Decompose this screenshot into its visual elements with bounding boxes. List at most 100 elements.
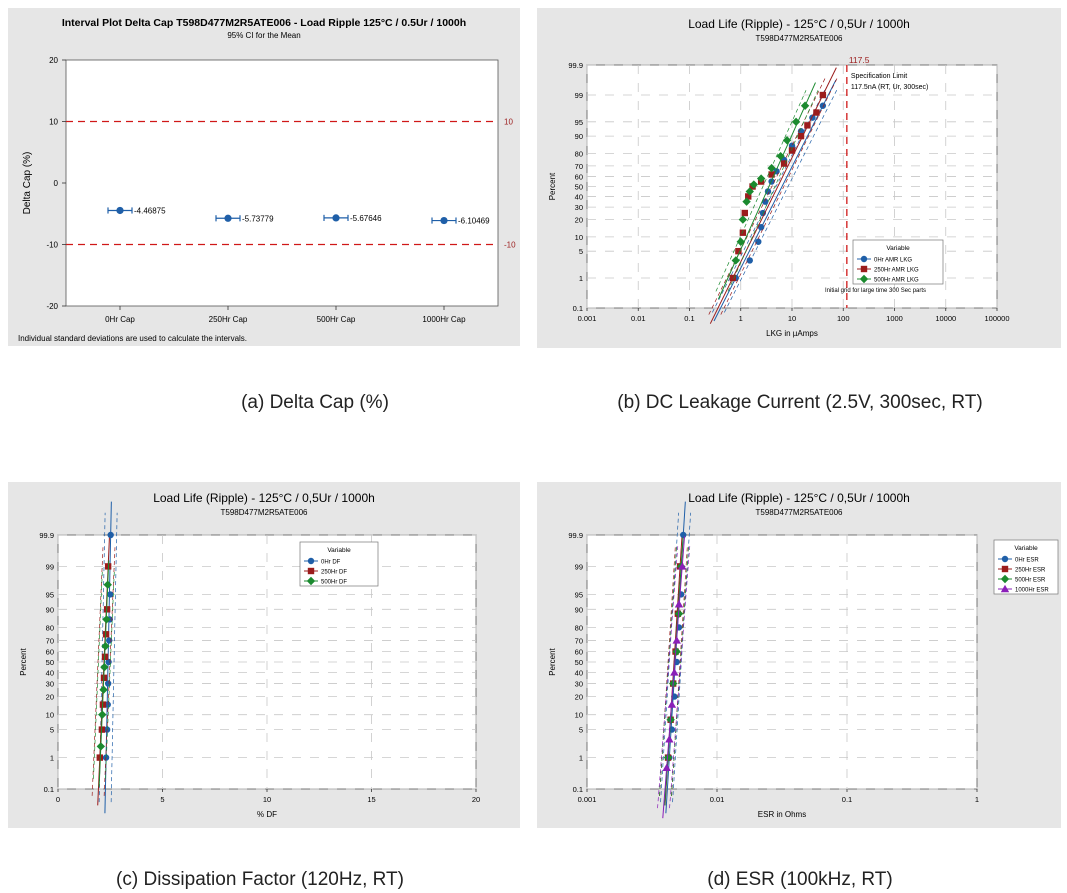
y-tick-label: 40	[575, 192, 583, 201]
ci-line	[727, 90, 819, 292]
chart-panel-c: Load Life (Ripple) - 125°C / 0,5Ur / 100…	[8, 482, 520, 828]
data-point	[736, 237, 745, 246]
y-tick-label: 80	[46, 623, 54, 632]
data-point	[797, 132, 805, 140]
ci-line	[105, 568, 115, 779]
x-tick-label: 0.01	[710, 795, 725, 804]
y-axis-label: Percent	[19, 647, 28, 675]
y-tick-label: 10	[575, 233, 583, 242]
legend-marker	[860, 255, 868, 263]
interval-plot-delta-cap: Interval Plot Delta Cap T598D477M2R5ATE0…	[18, 17, 516, 343]
y-tick-label: 5	[579, 247, 583, 256]
data-point	[107, 531, 114, 539]
x-tick-label: 0Hr Cap	[105, 315, 135, 324]
legend	[852, 239, 944, 285]
chart-title: Interval Plot Delta Cap T598D477M2R5ATE0…	[62, 17, 466, 29]
ci-line	[669, 546, 691, 809]
probability-plot-df: Load Life (Ripple) - 125°C / 0,5Ur / 100…	[19, 491, 480, 819]
x-tick-label: 20	[472, 795, 480, 804]
data-point	[780, 160, 788, 167]
y-tick-label: 20	[49, 56, 58, 65]
data-point	[102, 615, 111, 624]
y-tick-label: 99.9	[39, 531, 54, 540]
ci-line	[660, 512, 679, 803]
legend-marker	[1000, 574, 1010, 584]
data-point	[104, 680, 112, 687]
y-tick-label: 0.1	[44, 785, 54, 794]
chart-subtitle: T598D477M2R5ATE006	[220, 508, 308, 517]
y-tick-label: 40	[46, 668, 54, 677]
series-1000hr-esr	[657, 536, 691, 819]
caption-c: (c) Dissipation Factor (120Hz, RT)	[116, 869, 404, 890]
y-tick-label: 5	[579, 726, 583, 735]
data-point	[96, 754, 103, 761]
spec-limit-value: 117.5	[849, 55, 870, 65]
data-point	[762, 198, 769, 205]
data-point	[804, 122, 811, 129]
y-tick-label: -10	[46, 241, 58, 250]
ci-line	[98, 512, 106, 803]
y-tick-label: 20	[575, 693, 583, 702]
data-point	[103, 580, 112, 589]
legend-label: 500Hr AMR LKG	[874, 278, 919, 284]
y-tick-label: 70	[575, 162, 583, 171]
ci-line	[110, 512, 118, 803]
mean-label: -6.10469	[458, 217, 490, 226]
data-point	[107, 591, 114, 598]
legend-label: 250Hr ESR	[1015, 568, 1046, 574]
y-tick-label: 95	[46, 590, 54, 599]
data-point	[678, 562, 687, 570]
chart-title: Load Life (Ripple) - 125°C / 0,5Ur / 100…	[688, 491, 910, 505]
annotation-line-1: Specification Limit	[851, 73, 907, 80]
y-tick-label: 10	[575, 711, 583, 720]
y-tick-label: 80	[575, 623, 583, 632]
data-point	[98, 710, 107, 719]
caption-b: (b) DC Leakage Current (2.5V, 300sec, RT…	[617, 392, 983, 413]
data-point	[819, 102, 827, 109]
y-tick-label: 99	[575, 562, 583, 571]
mean-point	[116, 206, 124, 215]
x-tick-label: 1	[975, 795, 979, 804]
ci-line	[672, 512, 691, 803]
data-point	[662, 763, 671, 772]
y-tick-label: 30	[575, 680, 583, 689]
data-point	[670, 668, 679, 676]
data-point	[782, 136, 792, 145]
mean-label: -4.46875	[134, 206, 166, 215]
y-tick-label: 70	[46, 636, 54, 645]
data-point	[741, 209, 749, 217]
ci-line	[93, 568, 103, 779]
y-tick-label: 50	[46, 658, 54, 667]
y-tick-label: 0.1	[573, 785, 583, 794]
x-tick-label: 1	[739, 314, 743, 323]
mean-point	[224, 214, 232, 222]
data-point	[731, 256, 740, 265]
series-500hr-amr-lkg	[715, 82, 819, 300]
x-tick-label: 250Hr Cap	[209, 315, 248, 324]
x-axis-label: ESR in Ohms	[758, 810, 806, 819]
legend-marker	[859, 274, 869, 284]
y-tick-label: 1	[579, 274, 583, 283]
data-point	[813, 109, 820, 116]
mean-point	[332, 214, 340, 222]
y-tick-label: 90	[575, 605, 583, 614]
x-tick-label: 0.1	[684, 314, 694, 323]
y-tick-label: 95	[575, 118, 583, 127]
data-point	[819, 91, 827, 99]
data-point	[739, 229, 747, 236]
legend-label: 500Hr ESR	[1015, 578, 1046, 584]
y-axis-label: Delta Cap (%)	[22, 152, 33, 215]
x-tick-label: 0.001	[578, 314, 597, 323]
legend-label: 0Hr ESR	[1015, 558, 1039, 564]
y-tick-label: -20	[46, 302, 58, 311]
y-axis-label: Percent	[548, 172, 557, 200]
chart-subtitle: 95% CI for the Mean	[227, 31, 300, 40]
x-tick-label: 100	[837, 314, 850, 323]
data-point	[735, 247, 742, 255]
x-tick-label: 1000Hr Cap	[422, 315, 466, 324]
data-point	[99, 685, 108, 694]
chart-panel-d: Load Life (Ripple) - 125°C / 0,5Ur / 100…	[537, 482, 1061, 828]
legend-label: 1000Hr ESR	[1015, 588, 1049, 594]
chart-subtitle: T598D477M2R5ATE006	[755, 508, 843, 517]
y-tick-label: 80	[575, 149, 583, 158]
